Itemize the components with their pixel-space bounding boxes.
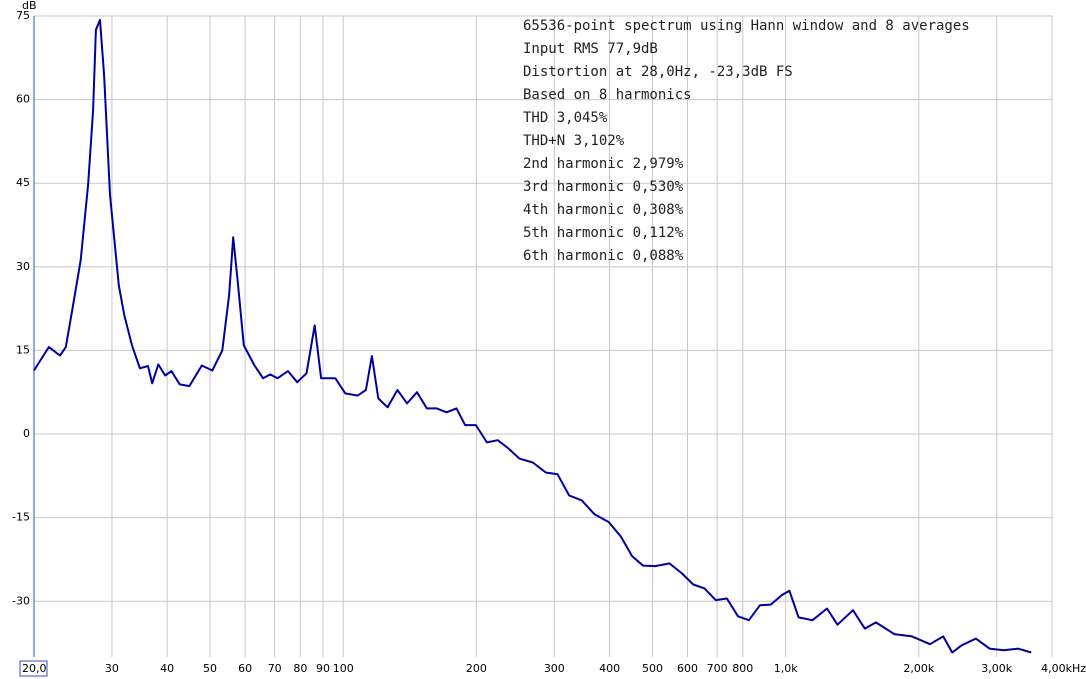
- x-tick-label: 4,00kHz: [1041, 662, 1086, 675]
- x-tick-label: 600: [677, 662, 698, 675]
- annotation: 6th harmonic 0,088%: [523, 248, 684, 264]
- x-tick-label: 800: [732, 662, 753, 675]
- x-tick-label: 700: [707, 662, 728, 675]
- x-tick-label: 50: [203, 662, 217, 675]
- x-tick-label: 300: [544, 662, 565, 675]
- x-tick-label: 30: [105, 662, 119, 675]
- annotation: 4th harmonic 0,308%: [523, 202, 684, 218]
- x-tick-label: 2,00k: [903, 662, 934, 675]
- x-tick-label: 400: [599, 662, 620, 675]
- y-tick-label: -15: [12, 511, 30, 524]
- x-tick-label: 3,00k: [981, 662, 1012, 675]
- annotation: 2nd harmonic 2,979%: [523, 156, 684, 172]
- x-tick-label: 40: [160, 662, 174, 675]
- annotation: 5th harmonic 0,112%: [523, 225, 684, 241]
- y-tick-label: 0: [23, 427, 30, 440]
- annotation: 3rd harmonic 0,530%: [523, 179, 684, 195]
- y-tick-label: 60: [16, 93, 30, 106]
- y-tick-label: 15: [16, 343, 30, 356]
- x-tick-label: 90: [316, 662, 330, 675]
- series-line: [33, 18, 1032, 654]
- annotation: 65536-point spectrum using Hann window a…: [523, 18, 970, 34]
- x-tick-label: 100: [333, 662, 354, 675]
- x-tick-label: 70: [268, 662, 282, 675]
- y-tick-label: 45: [16, 176, 30, 189]
- y-axis-label: dB: [22, 0, 37, 12]
- x-tick-label: 500: [642, 662, 663, 675]
- x-tick-label: 200: [466, 662, 487, 675]
- y-tick-label: 75: [16, 9, 30, 22]
- y-tick-label: -30: [12, 594, 30, 607]
- annotation: Distortion at 28,0Hz, -23,3dB FS: [523, 64, 793, 80]
- x-tick-label: 1,0k: [774, 662, 798, 675]
- annotation: Input RMS 77,9dB: [523, 41, 658, 57]
- annotation: Based on 8 harmonics: [523, 87, 692, 103]
- annotation: THD+N 3,102%: [523, 133, 625, 149]
- y-tick-label: 30: [16, 260, 30, 273]
- x-tick-label: 80: [293, 662, 307, 675]
- x-tick-label: 20,0: [22, 662, 47, 675]
- x-tick-label: 60: [238, 662, 252, 675]
- x-start-box: [19, 660, 48, 677]
- annotation: THD 3,045%: [523, 110, 608, 126]
